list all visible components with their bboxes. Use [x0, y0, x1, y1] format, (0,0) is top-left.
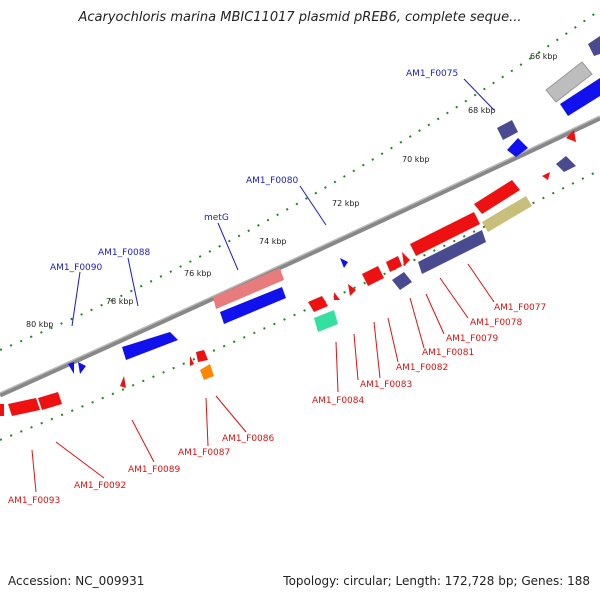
accession-text: Accession: NC_009931 [8, 574, 145, 588]
kbp-label: 66 kbp [530, 52, 558, 61]
gene-shape [0, 156, 576, 416]
gene-label: AM1_F0089 [128, 465, 181, 475]
kbp-label: 74 kbp [259, 237, 287, 246]
gene-label: AM1_F0077 [494, 303, 546, 313]
kbp-label: 78 kbp [106, 297, 134, 306]
leader-lines-bottom [31, 263, 495, 493]
gene-shape [68, 36, 600, 374]
kbp-label: 72 kbp [332, 199, 360, 208]
gene-label: AM1_F0087 [178, 448, 230, 458]
map-title: Acaryochloris marina MBIC11017 plasmid p… [78, 10, 522, 25]
gene-label: AM1_F0083 [360, 380, 412, 390]
gene-label: AM1_F0080 [246, 176, 299, 186]
summary-text: Topology: circular; Length: 172,728 bp; … [283, 574, 590, 588]
kbp-label: 80 kbp [26, 320, 54, 329]
backbone-arc [0, 115, 600, 398]
gene-label: AM1_F0084 [312, 396, 365, 406]
gene-label: AM1_F0088 [98, 248, 151, 258]
gene-label: AM1_F0092 [74, 481, 126, 491]
gene-label: AM1_F0078 [470, 318, 523, 328]
backbone-highlight [0, 115, 600, 394]
kbp-label: 70 kbp [402, 155, 430, 164]
gene-label: AM1_F0075 [406, 69, 458, 79]
gene-label: AM1_F0082 [396, 363, 448, 373]
gene-label: metG [204, 213, 229, 223]
kbp-label: 76 kbp [184, 269, 212, 278]
gene-label: AM1_F0090 [50, 263, 103, 273]
gene-label: AM1_F0086 [222, 434, 275, 444]
leader-lines-top [71, 78, 495, 327]
kbp-label: 68 kbp [468, 106, 496, 115]
gene-label: AM1_F0093 [8, 496, 60, 506]
gene-label: AM1_F0079 [446, 334, 499, 344]
gene-label: AM1_F0081 [422, 348, 474, 358]
outer-tick-ring [0, 9, 600, 351]
